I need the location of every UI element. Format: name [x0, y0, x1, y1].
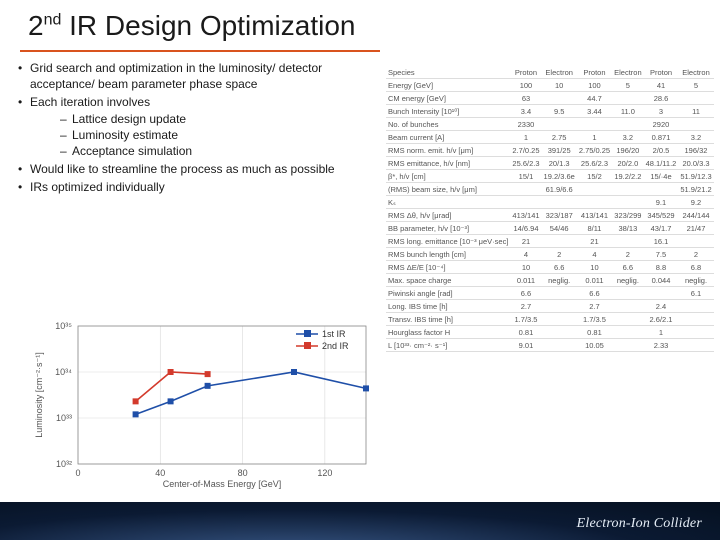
bullet-3: Would like to streamline the process as … [18, 161, 378, 177]
slide-title: 2nd IR Design Optimization [28, 10, 355, 42]
bullet-2: Each iteration involves Lattice design u… [18, 94, 378, 159]
bullet-2-text: Each iteration involves [30, 95, 150, 109]
title-pre: 2 [28, 10, 44, 41]
svg-text:120: 120 [317, 468, 332, 478]
svg-text:0: 0 [75, 468, 80, 478]
sub-2: Luminosity estimate [60, 127, 378, 143]
svg-text:2nd IR: 2nd IR [322, 341, 349, 351]
title-sup: nd [44, 12, 62, 29]
svg-text:10³⁴: 10³⁴ [55, 367, 72, 377]
svg-text:10³²: 10³² [56, 459, 72, 469]
svg-text:40: 40 [155, 468, 165, 478]
parameter-table: SpeciesProtonElectronProtonElectronProto… [386, 66, 712, 352]
sub-3: Acceptance simulation [60, 143, 378, 159]
svg-text:10³³: 10³³ [56, 413, 72, 423]
title-accent-bar [20, 50, 380, 52]
svg-text:10³⁵: 10³⁵ [55, 321, 72, 331]
title-rest: IR Design Optimization [61, 10, 355, 41]
svg-text:Center-of-Mass Energy [GeV]: Center-of-Mass Energy [GeV] [163, 479, 282, 489]
slide: 2nd IR Design Optimization Grid search a… [0, 0, 720, 540]
bullet-4: IRs optimized individually [18, 179, 378, 195]
sub-1: Lattice design update [60, 111, 378, 127]
bullet-content: Grid search and optimization in the lumi… [18, 60, 378, 198]
luminosity-chart: 0 40 80 120 10³² 10³³ 10³⁴ 10³⁵ Center-of-Mass E… [30, 320, 370, 490]
svg-text:Luminosity [cm⁻²·s⁻¹]: Luminosity [cm⁻²·s⁻¹] [34, 352, 44, 438]
svg-text:80: 80 [238, 468, 248, 478]
bullet-1: Grid search and optimization in the lumi… [18, 60, 378, 92]
brand-text: Electron-Ion Collider [577, 516, 702, 532]
svg-text:1st IR: 1st IR [322, 329, 346, 339]
